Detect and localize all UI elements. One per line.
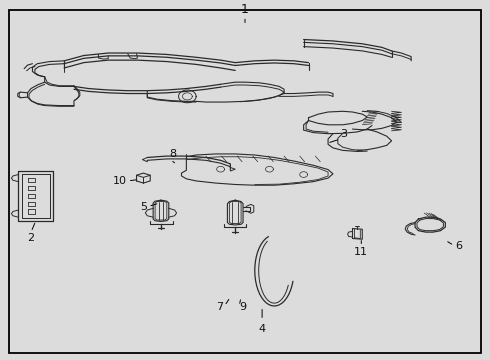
Text: 9: 9 bbox=[239, 302, 246, 312]
Text: 8: 8 bbox=[169, 149, 176, 158]
Text: 1: 1 bbox=[241, 4, 249, 17]
Text: 6: 6 bbox=[455, 240, 462, 251]
Text: 4: 4 bbox=[259, 324, 266, 334]
Text: 11: 11 bbox=[354, 247, 368, 257]
Text: 2: 2 bbox=[27, 233, 35, 243]
Text: 5: 5 bbox=[140, 202, 147, 212]
Text: 10: 10 bbox=[113, 176, 127, 186]
Text: 3: 3 bbox=[340, 129, 347, 139]
Text: 7: 7 bbox=[216, 302, 223, 312]
